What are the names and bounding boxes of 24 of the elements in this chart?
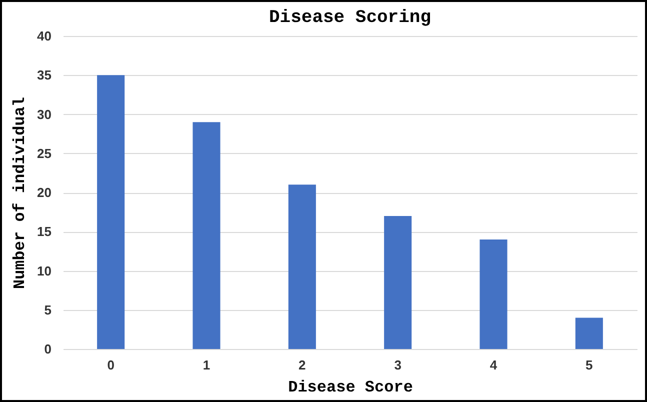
- x-tick-label: 1: [202, 358, 210, 372]
- x-tick-label: 2: [298, 358, 306, 372]
- chart-title: Disease Scoring: [268, 8, 432, 28]
- bar: [575, 318, 603, 349]
- y-tick-label: 35: [37, 68, 52, 83]
- x-tick-label: 4: [490, 358, 498, 372]
- y-tick-label: 0: [44, 342, 52, 356]
- y-tick-label: 25: [37, 146, 52, 161]
- x-axis-title: Disease Score: [288, 378, 413, 396]
- y-tick-label: 20: [37, 185, 52, 200]
- y-tick-label: 5: [44, 302, 52, 318]
- y-tick-label: 15: [37, 224, 52, 240]
- bar: [288, 184, 316, 349]
- x-tick-label: 3: [394, 358, 402, 372]
- bar: [97, 75, 125, 349]
- y-axis-title: Number of individual: [11, 96, 30, 290]
- y-tick-label: 30: [37, 106, 52, 122]
- bar: [192, 122, 220, 349]
- bar: [384, 216, 412, 349]
- x-tick-label: 5: [586, 358, 593, 372]
- y-tick-label: 10: [37, 263, 52, 278]
- y-tick-label: 40: [37, 28, 52, 44]
- x-tick-label: 0: [107, 358, 114, 372]
- bar: [480, 239, 508, 349]
